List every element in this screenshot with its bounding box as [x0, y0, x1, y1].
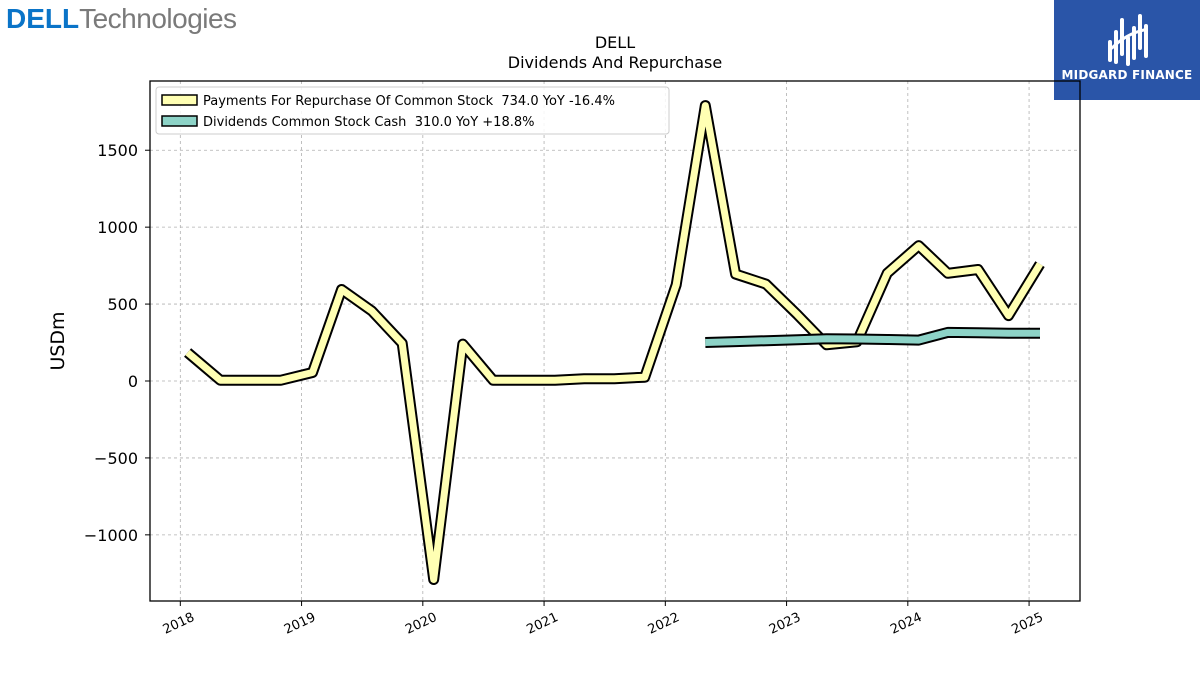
series-line-repurchase: [185, 102, 1043, 583]
x-tick-label: 2023: [767, 610, 803, 638]
y-tick-label: −1000: [84, 526, 138, 545]
midgard-logo-icon: [1108, 14, 1148, 66]
x-tick-label: 2020: [403, 610, 439, 638]
grid-layer: [150, 81, 1080, 601]
chart-subtitle: Dividends And Repurchase: [508, 53, 722, 72]
logo-technologies-wordmark: Technologies: [79, 3, 237, 34]
midgard-finance-watermark: MIDGARD FINANCE: [1054, 0, 1200, 100]
legend-swatch-repurchase: [161, 94, 198, 106]
x-tick-label: 2022: [646, 610, 682, 638]
y-tick-label: 1000: [97, 218, 138, 237]
y-tick-label: 500: [107, 295, 138, 314]
legend-box: [155, 86, 670, 135]
legend-swatch-dividends: [161, 115, 198, 127]
x-tick-label: 2019: [282, 610, 318, 638]
chart-title: DELL: [595, 33, 635, 52]
x-tick-label: 2024: [888, 610, 924, 638]
logo-dell-wordmark: DELL: [6, 3, 80, 34]
x-tick-label: 2021: [524, 610, 560, 638]
legend-label-dividends: Dividends Common Stock Cash 310.0 YoY +1…: [203, 115, 534, 130]
series-layer: [184, 100, 1045, 585]
dell-technologies-logo: DELLTechnologies: [6, 2, 237, 36]
x-tick-label: 2018: [161, 610, 197, 638]
legend-label-repurchase: Payments For Repurchase Of Common Stock …: [203, 94, 615, 109]
plot-frame: [149, 80, 1081, 602]
y-tick-label: 0: [128, 372, 138, 391]
y-tick-label: 1500: [97, 141, 138, 160]
legend: Payments For Repurchase Of Common Stock …: [155, 86, 670, 135]
series-line-dividends: [705, 328, 1040, 346]
x-tick-label: 2025: [1009, 610, 1045, 638]
y-tick-label: −500: [94, 449, 138, 468]
tick-layer: 2018 2019 2020 2021 2022 2023 2024 2025 −1000 −50…: [84, 141, 1046, 637]
watermark-text: MIDGARD FINANCE: [1061, 68, 1193, 82]
y-axis-label: USDm: [47, 311, 69, 370]
